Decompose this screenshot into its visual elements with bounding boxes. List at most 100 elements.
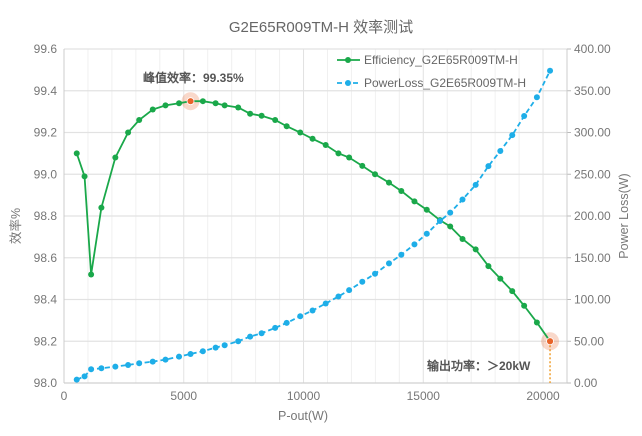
y2-tick-label: 250.00 — [574, 167, 611, 181]
efficiency-point — [385, 179, 392, 186]
power-loss-point — [346, 287, 353, 294]
power-loss-point — [136, 360, 143, 367]
efficiency-point — [322, 142, 329, 149]
highlight-point — [546, 337, 554, 346]
power-loss-point — [212, 344, 219, 351]
peak-efficiency-annotation: 峰值效率：99.35% — [143, 70, 244, 85]
chart-title: G2E65R009TM-H 效率测试 — [229, 19, 413, 36]
power-loss-point — [459, 196, 466, 203]
efficiency-point — [162, 102, 169, 109]
y-tick-label: 99.0 — [34, 167, 58, 181]
power-loss-point — [162, 356, 169, 363]
efficiency-point — [297, 129, 304, 136]
x-tick-label: 20000 — [526, 389, 560, 403]
efficiency-point — [125, 129, 132, 136]
efficiency-point — [447, 223, 454, 230]
y2-tick-label: 100.00 — [574, 293, 611, 307]
y-tick-label: 99.4 — [34, 84, 58, 98]
power-loss-point — [398, 251, 405, 258]
power-loss-point — [533, 94, 540, 101]
efficiency-point — [199, 98, 206, 105]
y-tick-label: 99.2 — [34, 126, 58, 140]
highlight-point — [186, 97, 195, 106]
efficiency-point — [136, 116, 143, 123]
efficiency-point — [112, 154, 119, 161]
efficiency-point — [149, 106, 156, 113]
power-loss-point — [199, 348, 206, 355]
efficiency-point — [212, 100, 219, 107]
efficiency-point — [272, 116, 279, 123]
efficiency-point — [497, 275, 504, 282]
efficiency-point — [398, 187, 405, 194]
y-tick-label: 98.4 — [34, 293, 58, 307]
efficiency-point — [98, 204, 105, 211]
series-layer — [73, 67, 560, 383]
power-loss-point — [472, 181, 479, 188]
efficiency-point — [335, 150, 342, 157]
power-loss-point — [112, 363, 119, 370]
legend-swatch-marker — [345, 57, 351, 63]
efficiency-point — [485, 263, 492, 270]
y2-tick-label: 400.00 — [574, 42, 611, 56]
power-loss-point — [547, 67, 554, 74]
power-loss-point — [509, 132, 516, 139]
power-loss-point — [73, 376, 80, 383]
y2-tick-label: 150.00 — [574, 251, 611, 265]
power-loss-point — [372, 270, 379, 277]
y2-tick-label: 350.00 — [574, 84, 611, 98]
power-loss-point — [436, 218, 443, 225]
efficiency-point — [372, 171, 379, 178]
power-loss-point — [149, 358, 156, 365]
x-axis-label: P-out(W) — [278, 409, 328, 423]
x-tick-label: 5000 — [170, 389, 197, 403]
y-tick-label: 98.2 — [34, 334, 58, 348]
grid — [64, 48, 567, 384]
efficiency-line — [75, 100, 551, 342]
y2-axis-label: Power Loss(W) — [617, 173, 631, 258]
legend: Efficiency_G2E65R009TM-H PowerLoss_G2E65R… — [337, 53, 526, 90]
efficiency-point — [247, 110, 254, 117]
y2-tick-label: 0.00 — [574, 376, 598, 390]
efficiency-point — [309, 135, 316, 142]
efficiency-point — [472, 246, 479, 253]
efficiency-point — [533, 319, 540, 326]
power-loss-point — [423, 230, 430, 237]
power-loss-point — [235, 338, 242, 345]
power-loss-point — [309, 307, 316, 314]
legend-label: PowerLoss_G2E65R009TM-H — [364, 76, 526, 90]
power-loss-point — [283, 319, 290, 326]
efficiency-point — [509, 288, 516, 295]
efficiency-point — [283, 123, 290, 130]
efficiency-point — [258, 112, 265, 119]
power-loss-point — [411, 241, 418, 248]
efficiency-point — [459, 235, 466, 242]
power-loss-point — [221, 342, 228, 349]
power-loss-point — [81, 373, 88, 380]
power-loss-point — [335, 293, 342, 300]
power-loss-point — [521, 113, 528, 120]
legend-swatch-marker — [345, 80, 351, 86]
efficiency-point — [235, 104, 242, 111]
power-loss-point — [176, 353, 183, 360]
power-loss-point — [497, 147, 504, 154]
y2-tick-label: 200.00 — [574, 209, 611, 223]
legend-label: Efficiency_G2E65R009TM-H — [364, 53, 518, 67]
efficiency-point — [73, 150, 80, 157]
y2-tick-label: 50.00 — [574, 334, 604, 348]
power-loss-point — [297, 313, 304, 320]
efficiency-point — [346, 154, 353, 161]
efficiency-point — [81, 173, 88, 180]
efficiency-point — [521, 302, 528, 309]
power-loss-point — [258, 330, 265, 337]
y2-tick-label: 300.00 — [574, 126, 611, 140]
x-tick-label: 15000 — [407, 389, 441, 403]
x-tick-label: 0 — [61, 389, 68, 403]
efficiency-point — [88, 271, 95, 278]
y-axis-label: 效率% — [8, 208, 23, 244]
power-loss-point — [272, 324, 279, 331]
power-loss-point — [447, 209, 454, 216]
efficiency-point — [221, 102, 228, 109]
power-loss-point — [125, 361, 132, 368]
output-power-annotation: 输出功率：＞20kW — [427, 358, 531, 373]
